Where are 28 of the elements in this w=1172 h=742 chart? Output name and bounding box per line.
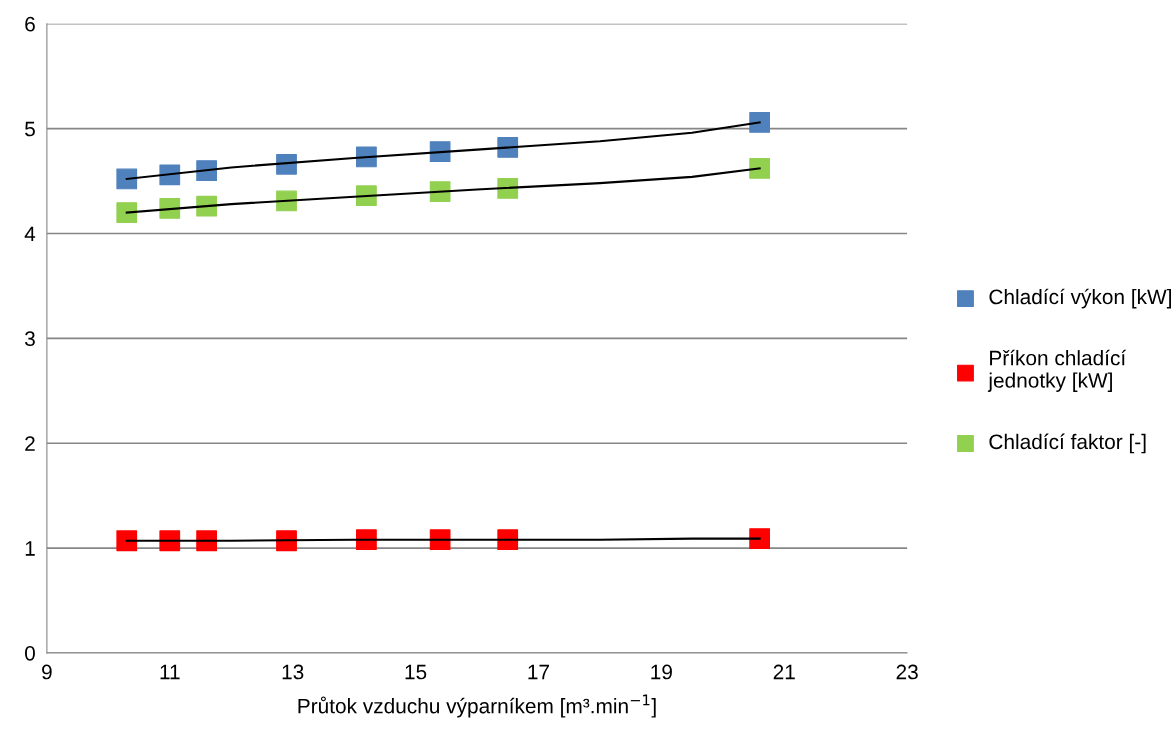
y-tick-label: 1	[25, 541, 35, 556]
point	[429, 529, 451, 551]
point	[749, 528, 771, 550]
legend-label: Příkon chladící jednotky [kW]	[987, 349, 1127, 392]
point	[749, 111, 771, 133]
point	[159, 530, 181, 552]
point	[749, 158, 771, 179]
y-tick-label: 6	[25, 16, 35, 32]
point	[116, 202, 138, 223]
x-axis-title: Průtok vzduchu výparníkem [m³.min$^{−1}$]	[298, 694, 656, 718]
x-tick-label: 15	[405, 664, 427, 680]
x-tick-label: 19	[651, 664, 672, 680]
y-tick-label: 5	[25, 121, 35, 137]
legend-label: Chladící faktor [-]	[989, 433, 1146, 454]
y-tick-label: 0	[25, 645, 35, 661]
y-tick-label: 3	[24, 331, 35, 347]
x-tick-label: 13	[282, 664, 304, 680]
y-tick-label: 4	[24, 226, 36, 242]
y-tick-label: 2	[25, 436, 35, 451]
x-tick-label: 11	[160, 664, 180, 680]
point	[196, 530, 218, 552]
x-tick-label: 17	[528, 664, 549, 680]
x-tick-label: 9	[42, 664, 52, 680]
x-tick-label: 23	[896, 664, 918, 680]
x-tick-label: 21	[773, 664, 795, 680]
point	[116, 168, 138, 190]
legend-label: Chladící výkon [kW]	[989, 288, 1171, 309]
point	[116, 530, 138, 552]
